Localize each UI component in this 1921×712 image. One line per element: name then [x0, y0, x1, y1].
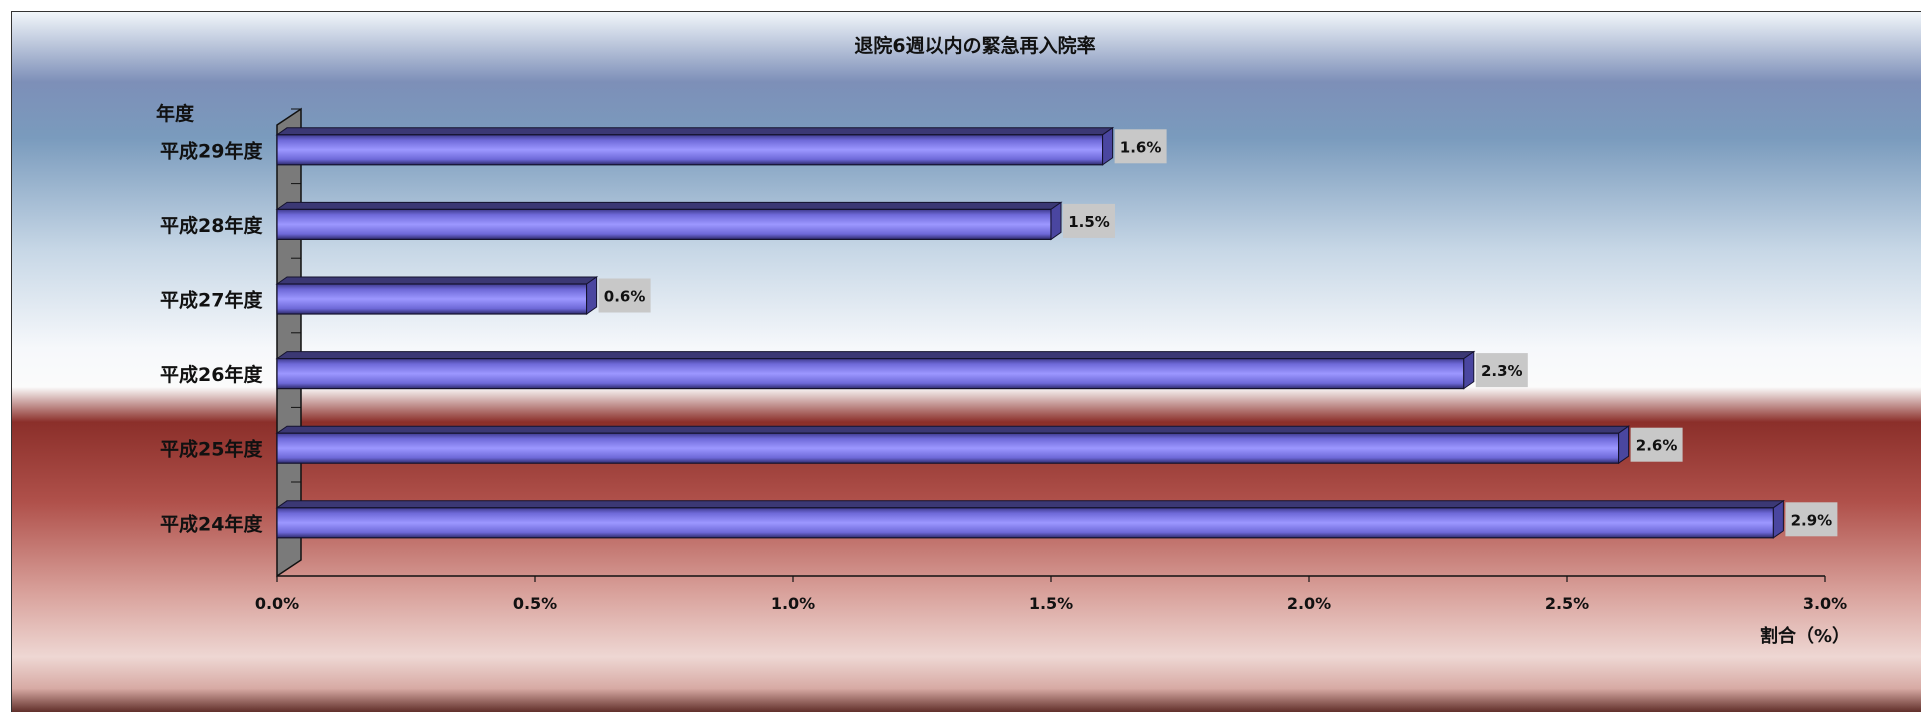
- category-label: 平成26年度: [160, 363, 263, 386]
- data-label: 1.5%: [1068, 213, 1110, 231]
- bar-top-face: [275, 425, 1631, 434]
- bar-front-face: [276, 283, 588, 315]
- data-label-box: [1114, 129, 1167, 164]
- bar-top-face: [275, 127, 1115, 136]
- bar-end-face: [1463, 350, 1475, 390]
- bar: [275, 350, 1476, 390]
- data-label-box: [598, 278, 651, 313]
- bars-layer: 1.6% 1.5% 0.6% 2.3% 2.6% 2.9%: [275, 126, 1838, 539]
- data-label: 2.6%: [1636, 437, 1678, 455]
- data-label-box: [1475, 353, 1528, 388]
- bar: [275, 499, 1785, 539]
- y-axis-label: 年度: [156, 102, 195, 125]
- data-label-box: [1785, 502, 1838, 537]
- category-label: 平成25年度: [160, 438, 263, 461]
- bar-front-face: [276, 432, 1620, 464]
- bar-end-face: [1772, 499, 1784, 539]
- chart-svg: 退院6週以内の緊急再入院率 年度 割合（%） 1.6% 1.5% 0.6% 2.3% 2…: [12, 12, 1921, 712]
- x-tick-label: 2.0%: [1287, 594, 1331, 613]
- bar-end-face: [1102, 126, 1114, 166]
- bar: [275, 425, 1631, 465]
- bar-front-face: [276, 208, 1052, 240]
- bar: [275, 276, 599, 315]
- category-label: 平成24年度: [160, 512, 263, 535]
- bar-top-face: [275, 500, 1785, 509]
- x-tick-label: 2.5%: [1545, 594, 1589, 613]
- data-label: 2.3%: [1481, 362, 1523, 380]
- bar-end-face: [586, 276, 598, 315]
- bar-top-face: [275, 201, 1063, 210]
- bar-top-face: [275, 276, 599, 285]
- x-axis-label: 割合（%）: [1760, 625, 1850, 647]
- bar: [275, 126, 1115, 166]
- category-label: 平成29年度: [160, 139, 263, 162]
- data-label: 2.9%: [1791, 511, 1833, 529]
- x-tick-label: 1.0%: [771, 594, 815, 613]
- x-tick-label: 3.0%: [1803, 594, 1847, 613]
- x-tick-label: 0.5%: [513, 594, 557, 613]
- x-tick-label: 1.5%: [1029, 594, 1073, 613]
- bar-end-face: [1050, 201, 1062, 241]
- bar-end-face: [1618, 425, 1630, 465]
- data-label-box: [1630, 427, 1683, 462]
- category-label: 平成27年度: [160, 289, 263, 312]
- chart-frame: 退院6週以内の緊急再入院率 年度 割合（%） 1.6% 1.5% 0.6% 2.3% 2…: [11, 11, 1921, 712]
- x-tick-label: 0.0%: [255, 594, 299, 613]
- data-label-box: [1063, 203, 1115, 238]
- data-label: 0.6%: [604, 288, 646, 306]
- bar: [275, 201, 1063, 241]
- category-label: 平成28年度: [160, 214, 263, 237]
- data-label: 1.6%: [1120, 138, 1162, 156]
- chart-title: 退院6週以内の緊急再入院率: [854, 34, 1095, 57]
- bar-top-face: [275, 351, 1476, 360]
- bar-front-face: [276, 358, 1465, 390]
- bar-front-face: [276, 507, 1775, 539]
- bar-front-face: [276, 134, 1104, 166]
